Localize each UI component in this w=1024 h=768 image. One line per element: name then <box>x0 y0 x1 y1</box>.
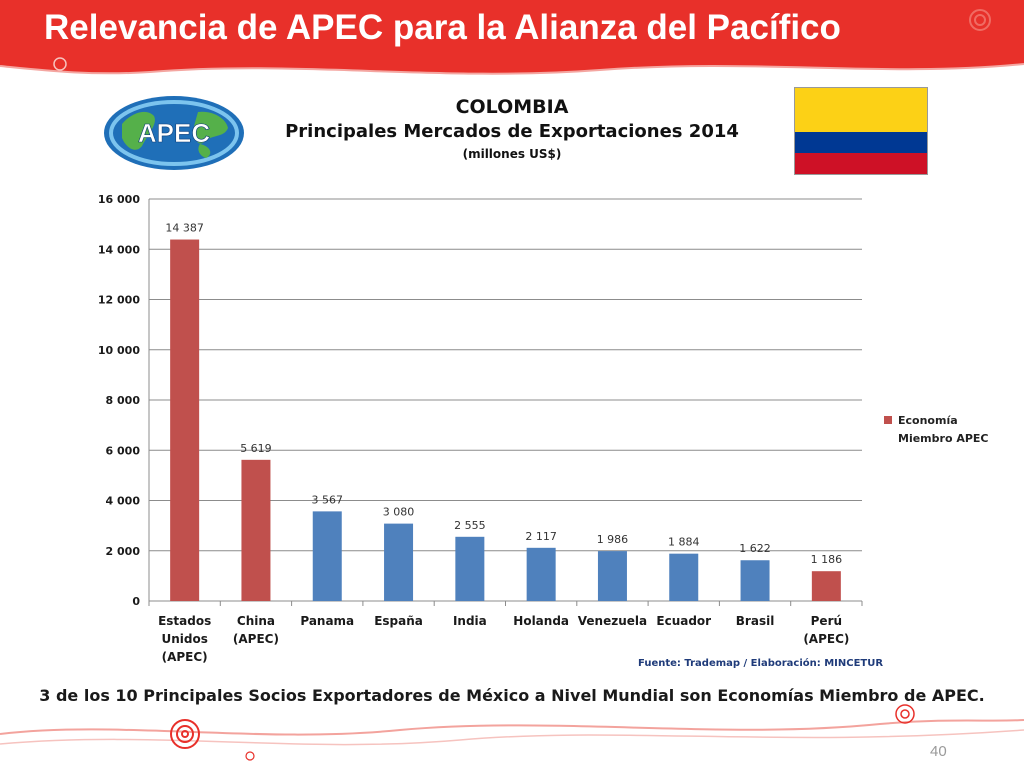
chart-country: COLOMBIA <box>455 96 569 118</box>
bar <box>811 571 841 601</box>
apec-logo: APEC <box>104 96 244 170</box>
x-tick-label: Venezuela <box>578 614 647 628</box>
footnote: 3 de los 10 Principales Socios Exportado… <box>39 686 985 705</box>
legend-label-apec: Economía Miembro APEC <box>898 414 989 445</box>
x-tick-label: Perú (APEC) <box>803 614 849 646</box>
source-note: Fuente: Trademap / Elaboración: MINCETUR <box>638 658 884 669</box>
data-label: 3 080 <box>383 506 415 519</box>
chart-heading: COLOMBIA Principales Mercados de Exporta… <box>262 95 762 163</box>
x-tick-label-line: Unidos <box>161 632 207 646</box>
chart-title: Principales Mercados de Exportaciones 20… <box>285 121 739 142</box>
y-tick-label: 0 <box>132 595 140 608</box>
legend-swatch-apec <box>884 416 892 424</box>
x-tick-label: Holanda <box>513 614 569 628</box>
bar <box>669 553 699 601</box>
x-tick-label: Panama <box>300 614 354 628</box>
x-tick-label-line: Panama <box>300 614 354 628</box>
data-label: 1 186 <box>811 553 843 566</box>
x-tick-label: España <box>374 614 423 628</box>
x-tick-label-line: (APEC) <box>162 650 208 664</box>
data-label: 3 567 <box>312 493 344 506</box>
bottom-decoration <box>0 704 1024 761</box>
bar <box>455 536 485 601</box>
flag-yellow-stripe <box>795 88 927 132</box>
x-tick-label: Ecuador <box>656 614 711 628</box>
title-banner <box>0 0 1024 75</box>
data-label: 1 884 <box>668 536 700 549</box>
data-label: 14 387 <box>165 222 204 235</box>
bar <box>312 511 342 601</box>
flag-red-stripe <box>795 153 927 174</box>
y-tick-label: 6 000 <box>106 444 141 457</box>
x-tick-label-line: (APEC) <box>233 632 279 646</box>
y-tick-label: 2 000 <box>106 545 141 558</box>
x-tick-label-line: Holanda <box>513 614 569 628</box>
apec-logo-text: APEC <box>138 118 210 148</box>
x-tick-label-line: Ecuador <box>656 614 711 628</box>
x-tick-label-line: India <box>453 614 487 628</box>
bar <box>597 551 627 601</box>
y-tick-label: 4 000 <box>106 495 141 508</box>
y-tick-label: 12 000 <box>98 294 140 307</box>
x-tick-label-line: China <box>237 614 275 628</box>
slide-title: Relevancia de APEC para la Alianza del P… <box>44 8 841 47</box>
x-tick-label: China (APEC) <box>233 614 279 646</box>
y-tick-label: 16 000 <box>98 193 140 206</box>
bar <box>526 547 556 601</box>
x-tick-label-line: (APEC) <box>803 632 849 646</box>
data-label: 2 117 <box>525 530 557 543</box>
bar <box>170 239 200 602</box>
x-tick-label-line: Venezuela <box>578 614 647 628</box>
data-label: 1 622 <box>739 542 771 555</box>
x-tick-label-line: España <box>374 614 423 628</box>
bar <box>384 523 414 601</box>
x-tick-label: Estados Unidos (APEC) <box>158 614 211 664</box>
data-label: 1 986 <box>597 533 629 546</box>
chart-legend: Economía Miembro APEC <box>884 412 1008 448</box>
x-tick-label: Brasil <box>736 614 775 628</box>
page-number: 40 <box>930 743 947 760</box>
data-label: 2 555 <box>454 519 486 532</box>
chart-units: (millones US$) <box>462 147 562 161</box>
colombia-flag <box>794 87 928 175</box>
bar <box>740 560 770 601</box>
bar <box>241 459 271 601</box>
x-tick-label-line: Perú <box>811 614 842 628</box>
data-label: 5 619 <box>240 442 272 455</box>
x-tick-label-line: Brasil <box>736 614 775 628</box>
y-tick-label: 14 000 <box>98 243 140 256</box>
flag-blue-stripe <box>795 132 927 153</box>
x-tick-label: India <box>453 614 487 628</box>
x-tick-label-line: Estados <box>158 614 211 628</box>
y-tick-label: 8 000 <box>106 394 141 407</box>
y-tick-label: 10 000 <box>98 344 140 357</box>
